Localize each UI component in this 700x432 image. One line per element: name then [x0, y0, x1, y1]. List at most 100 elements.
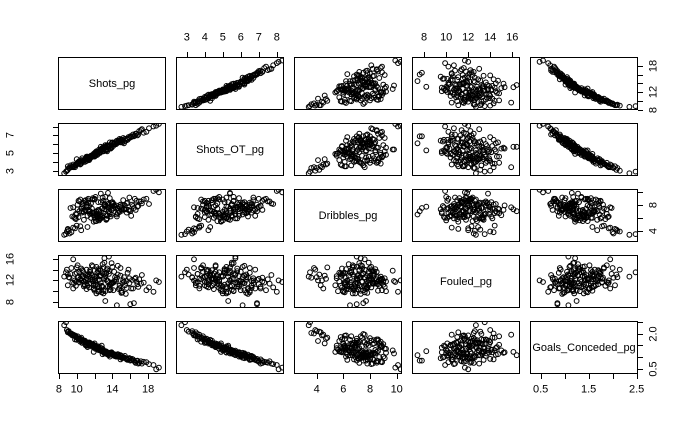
- data-point: [452, 194, 458, 201]
- data-point: [116, 282, 123, 289]
- scatter-canvas: [414, 190, 519, 238]
- axis-tick-label: 16: [506, 31, 519, 44]
- data-point: [603, 211, 610, 217]
- axis-tick: [94, 374, 96, 379]
- data-point: [559, 72, 566, 78]
- data-point: [632, 269, 637, 276]
- data-point: [127, 301, 134, 307]
- data-point: [194, 211, 201, 217]
- data-point: [178, 231, 185, 238]
- data-point: [510, 206, 517, 213]
- data-point: [212, 268, 219, 275]
- axis-tick: [424, 52, 426, 57]
- data-point: [83, 158, 90, 164]
- data-point: [438, 209, 445, 215]
- axis-tick: [53, 280, 58, 282]
- data-point: [375, 84, 381, 91]
- data-point: [153, 277, 160, 284]
- data-point: [349, 290, 356, 297]
- data-point: [246, 265, 253, 271]
- axis-tick-label: 5: [4, 149, 17, 157]
- data-point: [397, 277, 401, 284]
- data-point: [203, 208, 210, 215]
- data-point: [375, 130, 381, 137]
- data-point: [459, 135, 466, 141]
- data-point: [347, 302, 353, 307]
- data-point: [275, 277, 282, 284]
- data-point: [594, 95, 601, 102]
- axis-tick: [204, 52, 206, 57]
- data-point: [201, 197, 208, 204]
- data-point: [353, 335, 360, 342]
- data-point: [110, 351, 117, 358]
- data-point: [469, 337, 476, 344]
- data-point: [323, 96, 329, 102]
- data-point: [491, 222, 498, 229]
- data-point: [487, 72, 494, 79]
- data-point: [225, 298, 232, 304]
- data-point: [444, 353, 451, 359]
- data-point: [589, 203, 595, 209]
- data-point: [344, 87, 351, 94]
- scatter-canvas: [61, 124, 162, 175]
- data-point: [126, 135, 133, 141]
- data-point: [392, 124, 399, 127]
- data-point: [91, 195, 98, 202]
- data-point: [268, 200, 275, 207]
- axis-tick-label: 2.5: [628, 383, 645, 396]
- data-point: [209, 95, 215, 102]
- data-point: [337, 83, 344, 90]
- data-point: [133, 197, 140, 204]
- axis-tick: [130, 374, 132, 379]
- data-point: [369, 143, 376, 149]
- data-point: [205, 216, 212, 223]
- data-point: [264, 276, 271, 283]
- data-point: [352, 290, 359, 297]
- data-point: [114, 213, 120, 220]
- scatter-panel-Shots_pg-vs-Dribbles_pg: [294, 57, 402, 110]
- data-point: [257, 203, 264, 209]
- data-point: [632, 231, 637, 237]
- data-point: [91, 153, 98, 160]
- data-point: [143, 195, 150, 202]
- data-point: [239, 279, 246, 285]
- data-point: [223, 284, 230, 290]
- data-point: [589, 91, 595, 98]
- data-point: [223, 349, 230, 356]
- data-point: [490, 164, 497, 171]
- data-point: [476, 360, 483, 367]
- data-point: [574, 215, 581, 222]
- data-point: [459, 86, 466, 92]
- data-point: [232, 256, 239, 262]
- data-point: [315, 157, 321, 163]
- data-point: [457, 143, 464, 149]
- axis-tick-label: 4: [313, 383, 320, 396]
- data-point: [368, 62, 375, 69]
- data-point: [576, 199, 582, 206]
- data-point: [376, 340, 383, 346]
- data-point: [227, 346, 233, 353]
- data-point: [114, 138, 121, 145]
- data-point: [241, 81, 248, 88]
- data-point: [452, 85, 458, 92]
- data-point: [207, 269, 214, 276]
- scatter-panel-Shots_pg-vs-Shots_OT_pg: [176, 57, 284, 110]
- data-point: [473, 147, 479, 154]
- data-point: [191, 225, 197, 232]
- data-point: [94, 150, 101, 156]
- data-point: [102, 298, 109, 304]
- data-point: [209, 282, 215, 289]
- data-point: [319, 164, 325, 171]
- data-point: [339, 162, 345, 169]
- data-point: [79, 337, 86, 344]
- variable-label: Shots_pg: [88, 77, 136, 90]
- data-point: [601, 265, 607, 272]
- data-point: [196, 99, 203, 106]
- data-point: [451, 62, 457, 69]
- data-point: [510, 84, 517, 91]
- data-point: [438, 88, 445, 95]
- data-point: [540, 279, 546, 285]
- data-point: [353, 275, 360, 282]
- data-point: [609, 265, 616, 271]
- data-point: [131, 300, 137, 306]
